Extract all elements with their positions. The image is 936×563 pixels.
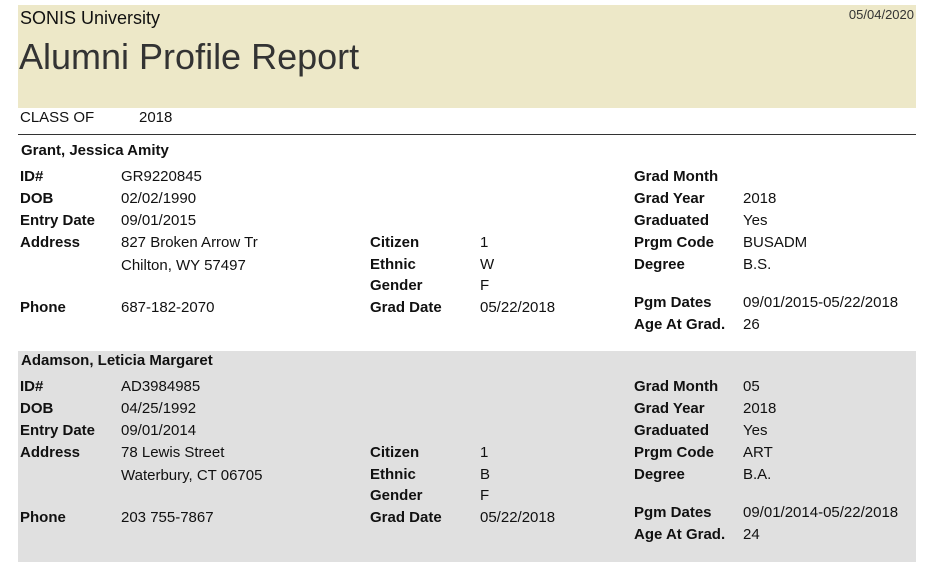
alumni-record: Grant, Jessica Amity ID# GR9220845 DOB 02/02… [18, 141, 916, 352]
age-label: Age At Grad. [634, 526, 726, 543]
graduated-value: Yes [743, 422, 768, 439]
gender-value: F [480, 487, 490, 504]
report-date: 05/04/2020 [848, 7, 914, 22]
grad-date-label: Grad Date [370, 509, 442, 526]
gender-label: Gender [370, 277, 423, 294]
pgm-dates-value: 09/01/2014-05/22/2018 [743, 504, 899, 521]
graduated-label: Graduated [634, 422, 710, 439]
gender-label: Gender [370, 487, 423, 504]
class-of-value: 2018 [139, 109, 173, 126]
alumni-name: Grant, Jessica Amity [21, 142, 169, 159]
degree-value: B.A. [743, 466, 772, 483]
graduated-label: Graduated [634, 212, 710, 229]
age-value: 26 [743, 316, 760, 333]
address-label: Address [20, 234, 81, 251]
grad-year-label: Grad Year [634, 400, 705, 417]
prgm-code-value: ART [743, 444, 773, 461]
dob-value: 02/02/1990 [121, 190, 197, 207]
graduated-value: Yes [743, 212, 768, 229]
grad-month-label: Grad Month [634, 378, 719, 395]
entry-label: Entry Date [20, 422, 96, 439]
phone-value: 687-182-2070 [121, 299, 215, 316]
id-value: GR9220845 [121, 168, 202, 185]
university-name: SONIS University [20, 8, 161, 28]
grad-date-label: Grad Date [370, 299, 442, 316]
age-label: Age At Grad. [634, 316, 726, 333]
grad-month-label: Grad Month [634, 168, 719, 185]
address-label: Address [20, 444, 81, 461]
citizen-label: Citizen [370, 444, 420, 461]
grad-date-value: 05/22/2018 [480, 509, 556, 526]
ethnic-value: W [480, 256, 495, 273]
pgm-dates-label: Pgm Dates [634, 504, 712, 521]
prgm-code-label: Prgm Code [634, 234, 715, 251]
degree-label: Degree [634, 466, 685, 483]
grad-year-label: Grad Year [634, 190, 705, 207]
grad-year-value: 2018 [743, 190, 777, 207]
ethnic-value: B [480, 466, 491, 483]
prgm-code-value: BUSADM [743, 234, 808, 251]
page-title: Alumni Profile Report [19, 36, 360, 77]
address-line-2: Chilton, WY 57497 [121, 257, 246, 274]
pgm-dates-value: 09/01/2015-05/22/2018 [743, 294, 899, 311]
alumni-record: Adamson, Leticia Margaret ID# AD3984985 DOB… [18, 351, 916, 562]
id-value: AD3984985 [121, 378, 201, 395]
phone-label: Phone [20, 509, 66, 526]
divider [18, 134, 916, 135]
pgm-dates-label: Pgm Dates [634, 294, 712, 311]
citizen-label: Citizen [370, 234, 420, 251]
age-value: 24 [743, 526, 760, 543]
dob-label: DOB [20, 400, 54, 417]
phone-value: 203 755-7867 [121, 509, 214, 526]
address-line-2: Waterbury, CT 06705 [121, 467, 263, 484]
id-label: ID# [20, 168, 44, 185]
entry-value: 09/01/2014 [121, 422, 197, 439]
grad-month-value: 05 [743, 378, 760, 395]
class-of-label: CLASS OF [20, 109, 95, 126]
report-header: SONIS University 05/04/2020 Alumni Profi… [18, 5, 916, 108]
degree-value: B.S. [743, 256, 772, 273]
citizen-value: 1 [480, 444, 489, 461]
entry-value: 09/01/2015 [121, 212, 197, 229]
citizen-value: 1 [480, 234, 489, 251]
address-line-1: 827 Broken Arrow Tr [121, 234, 258, 251]
alumni-name: Adamson, Leticia Margaret [21, 352, 213, 369]
dob-value: 04/25/1992 [121, 400, 197, 417]
entry-label: Entry Date [20, 212, 96, 229]
phone-label: Phone [20, 299, 66, 316]
ethnic-label: Ethnic [370, 256, 416, 273]
grad-date-value: 05/22/2018 [480, 299, 556, 316]
gender-value: F [480, 277, 490, 294]
dob-label: DOB [20, 190, 54, 207]
address-line-1: 78 Lewis Street [121, 444, 225, 461]
id-label: ID# [20, 378, 44, 395]
prgm-code-label: Prgm Code [634, 444, 715, 461]
degree-label: Degree [634, 256, 685, 273]
ethnic-label: Ethnic [370, 466, 416, 483]
grad-year-value: 2018 [743, 400, 777, 417]
